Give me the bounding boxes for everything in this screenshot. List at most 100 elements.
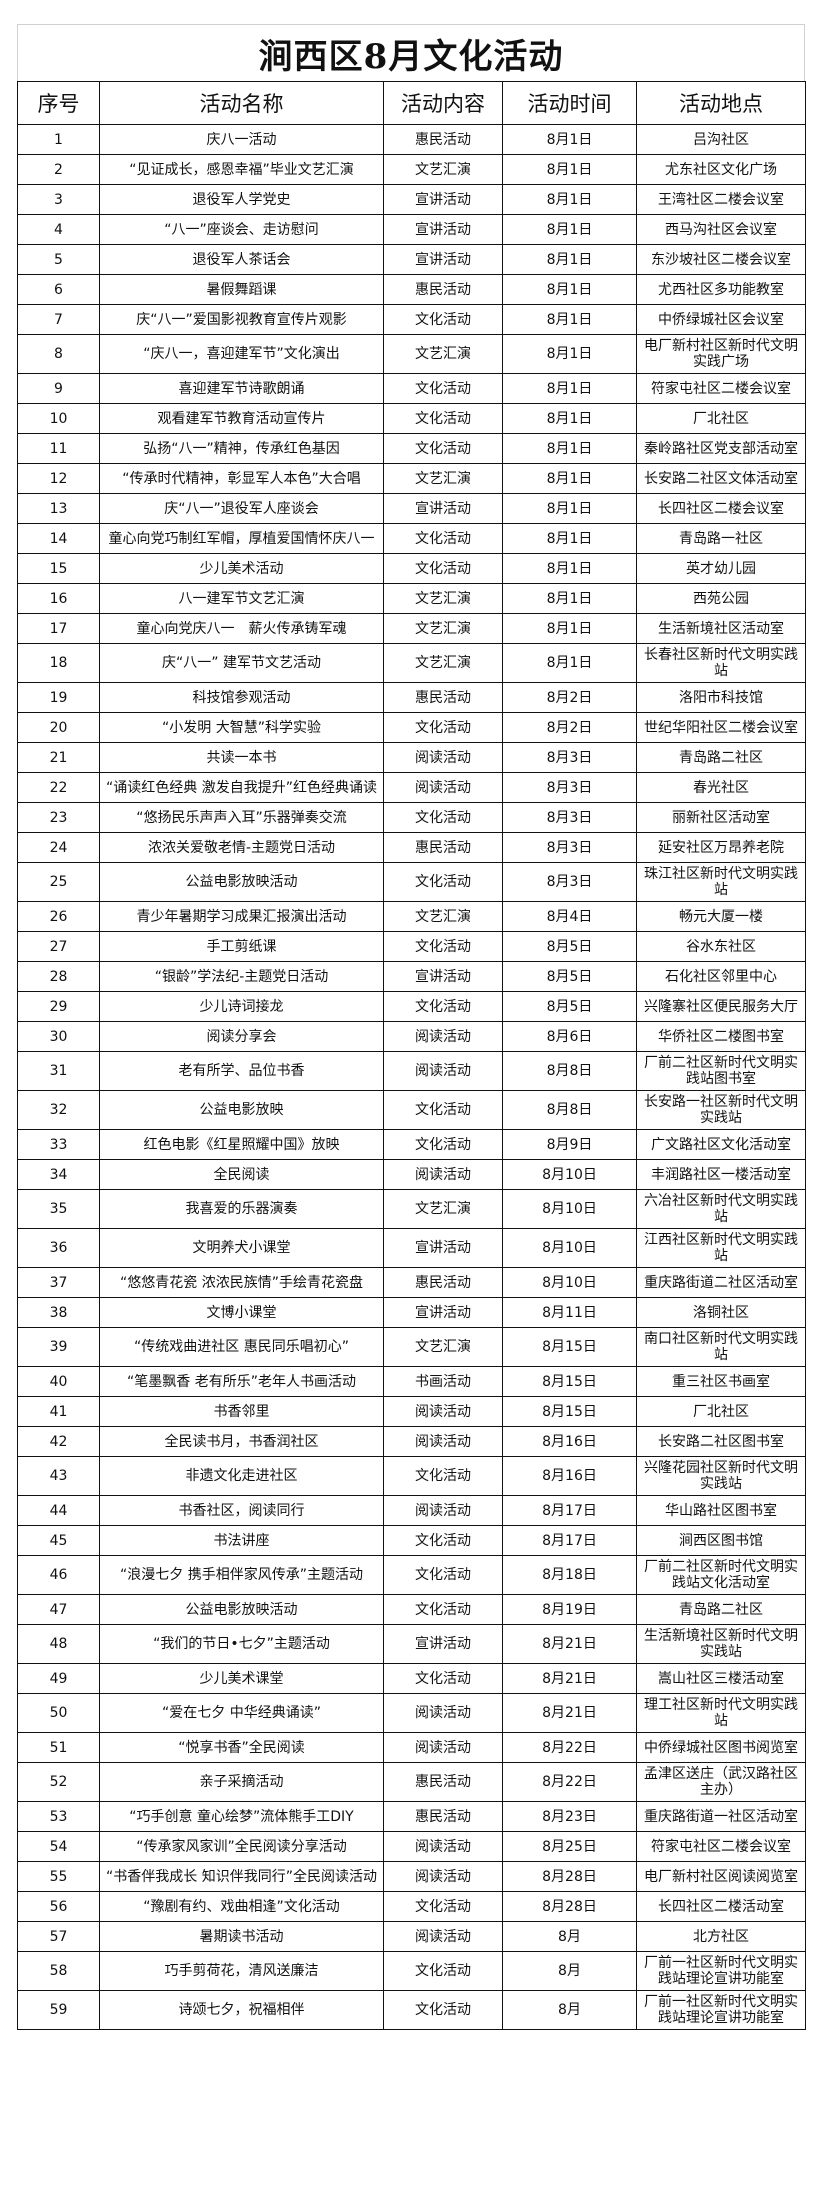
cell-activity-time: 8月9日 <box>502 1129 637 1160</box>
cell-activity-name: 少儿美术课堂 <box>99 1663 384 1694</box>
cell-number: 30 <box>17 1021 100 1052</box>
cell-activity-location: 长安路一社区新时代文明实践站 <box>636 1090 806 1130</box>
cell-activity-time: 8月28日 <box>502 1861 637 1892</box>
cell-activity-name: 青少年暑期学习成果汇报演出活动 <box>99 901 384 932</box>
activity-table: 序号 活动名称 活动内容 活动时间 活动地点 1 庆八一活动 惠民活动 8月1日 吕沟社… <box>17 81 806 2030</box>
cell-activity-location: 世纪华阳社区二楼会议室 <box>636 712 806 743</box>
cell-activity-time: 8月 <box>502 1951 637 1991</box>
cell-activity-type: 阅读活动 <box>383 1921 503 1952</box>
header-number: 序号 <box>17 81 100 125</box>
cell-activity-time: 8月1日 <box>502 643 637 683</box>
cell-activity-time: 8月5日 <box>502 991 637 1022</box>
cell-number: 20 <box>17 712 100 743</box>
header-activity-time: 活动时间 <box>502 81 637 125</box>
cell-number: 58 <box>17 1951 100 1991</box>
cell-number: 45 <box>17 1525 100 1556</box>
cell-number: 18 <box>17 643 100 683</box>
cell-activity-type: 文化活动 <box>383 1456 503 1496</box>
cell-activity-type: 宣讲活动 <box>383 493 503 524</box>
cell-activity-time: 8月1日 <box>502 613 637 644</box>
cell-activity-name: 非遗文化走进社区 <box>99 1456 384 1496</box>
cell-number: 57 <box>17 1921 100 1952</box>
cell-number: 32 <box>17 1090 100 1130</box>
cell-activity-location: 东沙坡社区二楼会议室 <box>636 244 806 275</box>
cell-activity-type: 宣讲活动 <box>383 184 503 215</box>
cell-activity-type: 文艺汇演 <box>383 613 503 644</box>
cell-number: 38 <box>17 1297 100 1328</box>
cell-activity-location: 吕沟社区 <box>636 124 806 155</box>
cell-activity-name: “传承家风家训”全民阅读分享活动 <box>99 1831 384 1862</box>
table-row: 32 公益电影放映 文化活动 8月8日 长安路一社区新时代文明实践站 <box>17 1090 806 1130</box>
cell-number: 47 <box>17 1594 100 1625</box>
cell-activity-location: 孟津区送庄（武汉路社区主办） <box>636 1762 806 1802</box>
table-row: 31 老有所学、品位书香 阅读活动 8月8日 厂前二社区新时代文明实践站图书室 <box>17 1051 806 1091</box>
cell-activity-time: 8月 <box>502 1990 637 2030</box>
cell-activity-type: 文化活动 <box>383 1951 503 1991</box>
table-row: 12 “传承时代精神，彰显军人本色”大合唱 文艺汇演 8月1日 长安路二社区文体活动室 <box>17 463 806 494</box>
cell-activity-time: 8月1日 <box>502 373 637 404</box>
cell-activity-name: “笔墨飘香 老有所乐”老年人书画活动 <box>99 1366 384 1397</box>
cell-activity-type: 阅读活动 <box>383 1426 503 1457</box>
cell-activity-time: 8月19日 <box>502 1594 637 1625</box>
cell-activity-time: 8月21日 <box>502 1693 637 1733</box>
cell-activity-type: 文化活动 <box>383 433 503 464</box>
cell-activity-location: 青岛路一社区 <box>636 523 806 554</box>
cell-number: 54 <box>17 1831 100 1862</box>
table-row: 11 弘扬“八一”精神，传承红色基因 文化活动 8月1日 秦岭路社区党支部活动室 <box>17 433 806 464</box>
cell-activity-type: 阅读活动 <box>383 1831 503 1862</box>
table-row: 15 少儿美术活动 文化活动 8月1日 英才幼儿园 <box>17 553 806 584</box>
table-row: 6 暑假舞蹈课 惠民活动 8月1日 尤西社区多功能教室 <box>17 274 806 305</box>
cell-activity-location: 洛铜社区 <box>636 1297 806 1328</box>
cell-activity-type: 文化活动 <box>383 1129 503 1160</box>
cell-activity-type: 惠民活动 <box>383 124 503 155</box>
cell-activity-name: “庆八一，喜迎建军节”文化演出 <box>99 334 384 374</box>
cell-activity-location: 春光社区 <box>636 772 806 803</box>
cell-activity-type: 宣讲活动 <box>383 1228 503 1268</box>
cell-activity-time: 8月3日 <box>502 742 637 773</box>
cell-activity-time: 8月1日 <box>502 583 637 614</box>
table-row: 25 公益电影放映活动 文化活动 8月3日 珠江社区新时代文明实践站 <box>17 862 806 902</box>
cell-activity-location: 重三社区书画室 <box>636 1366 806 1397</box>
cell-number: 24 <box>17 832 100 863</box>
cell-activity-time: 8月17日 <box>502 1495 637 1526</box>
table-row: 51 “悦享书香”全民阅读 阅读活动 8月22日 中侨绿城社区图书阅览室 <box>17 1732 806 1763</box>
table-row: 39 “传统戏曲进社区 惠民同乐唱初心” 文艺汇演 8月15日 南口社区新时代文明实践站 <box>17 1327 806 1367</box>
table-row: 54 “传承家风家训”全民阅读分享活动 阅读活动 8月25日 符家屯社区二楼会议室 <box>17 1831 806 1862</box>
cell-activity-time: 8月2日 <box>502 712 637 743</box>
cell-activity-name: “传统戏曲进社区 惠民同乐唱初心” <box>99 1327 384 1367</box>
table-row: 4 “八一”座谈会、走访慰问 宣讲活动 8月1日 西马沟社区会议室 <box>17 214 806 245</box>
cell-activity-type: 阅读活动 <box>383 742 503 773</box>
cell-activity-name: 诗颂七夕，祝福相伴 <box>99 1990 384 2030</box>
cell-activity-type: 文化活动 <box>383 1555 503 1595</box>
table-row: 10 观看建军节教育活动宣传片 文化活动 8月1日 厂北社区 <box>17 403 806 434</box>
cell-activity-name: 弘扬“八一”精神，传承红色基因 <box>99 433 384 464</box>
cell-activity-location: 厂前一社区新时代文明实践站理论宣讲功能室 <box>636 1990 806 2030</box>
cell-activity-name: 观看建军节教育活动宣传片 <box>99 403 384 434</box>
table-row: 37 “悠悠青花瓷 浓浓民族情”手绘青花瓷盘 惠民活动 8月10日 重庆路街道二社区活动… <box>17 1267 806 1298</box>
cell-activity-time: 8月3日 <box>502 802 637 833</box>
cell-activity-name: 全民阅读 <box>99 1159 384 1190</box>
cell-activity-name: 公益电影放映活动 <box>99 1594 384 1625</box>
cell-activity-type: 阅读活动 <box>383 1051 503 1091</box>
cell-activity-name: 我喜爱的乐器演奏 <box>99 1189 384 1229</box>
cell-activity-location: 厂北社区 <box>636 403 806 434</box>
cell-activity-type: 文化活动 <box>383 1990 503 2030</box>
cell-activity-time: 8月1日 <box>502 403 637 434</box>
cell-activity-time: 8月1日 <box>502 214 637 245</box>
cell-number: 17 <box>17 613 100 644</box>
table-row: 17 童心向党庆八一 薪火传承铸军魂 文艺汇演 8月1日 生活新境社区活动室 <box>17 613 806 644</box>
cell-activity-type: 阅读活动 <box>383 1495 503 1526</box>
cell-activity-type: 文艺汇演 <box>383 901 503 932</box>
cell-number: 59 <box>17 1990 100 2030</box>
cell-number: 5 <box>17 244 100 275</box>
cell-activity-name: 公益电影放映 <box>99 1090 384 1130</box>
cell-activity-time: 8月11日 <box>502 1297 637 1328</box>
cell-number: 44 <box>17 1495 100 1526</box>
cell-activity-location: 谷水东社区 <box>636 931 806 962</box>
cell-activity-time: 8月21日 <box>502 1624 637 1664</box>
cell-activity-type: 惠民活动 <box>383 1762 503 1802</box>
cell-number: 25 <box>17 862 100 902</box>
cell-number: 10 <box>17 403 100 434</box>
cell-activity-type: 文化活动 <box>383 1525 503 1556</box>
cell-activity-location: 尤东社区文化广场 <box>636 154 806 185</box>
